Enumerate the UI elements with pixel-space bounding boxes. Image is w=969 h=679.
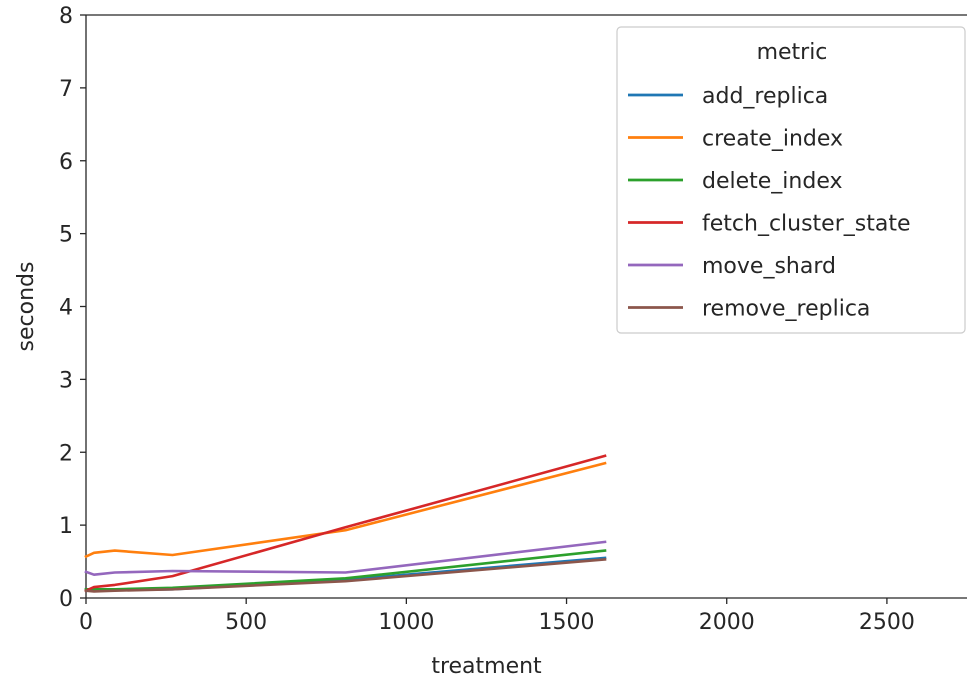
legend-items: add_replica create_index delete_indexfetch…: [628, 84, 911, 322]
y-tick-label: 1: [59, 514, 73, 539]
legend-box: [616, 26, 966, 334]
y-tick-label: 5: [59, 223, 73, 248]
legend-label-create-index: create_index: [702, 127, 843, 152]
x-tick-label: 500: [225, 610, 267, 635]
ticks-layer: 0 500 1000 1500 2000 2500 0 1 2 3 4 5 6 7 8: [59, 4, 915, 635]
y-tick-label: 0: [59, 587, 73, 612]
y-tick-label: 2: [59, 441, 73, 466]
series-line-remove-replica: [84, 557, 607, 593]
legend-label-remove-replica: remove_replica: [702, 297, 870, 322]
series-line-add-replica: [84, 556, 607, 592]
series-line-delete-index: [84, 549, 607, 591]
y-tick-label: 3: [59, 368, 73, 393]
series-layer: [84, 454, 607, 593]
y-axis-label: seconds: [14, 262, 39, 352]
legend: metric add_replica create_index delete_ind…: [616, 26, 966, 334]
x-tick-label: 0: [79, 610, 93, 635]
legend-label-move-shard: move_shard: [702, 254, 836, 279]
x-tick-label: 2500: [859, 610, 915, 635]
y-tick-label: 7: [59, 77, 73, 102]
legend-label-add-replica: add_replica: [702, 84, 828, 109]
series-line-fetch-cluster-state: [84, 454, 607, 593]
legend-label-delete-index: delete_index: [702, 169, 843, 194]
series-line-move-shard: [84, 540, 607, 577]
legend-title: metric: [757, 40, 828, 65]
y-tick-label: 6: [59, 150, 73, 175]
series-line-create-index: [84, 461, 607, 559]
x-tick-label: 1500: [539, 610, 595, 635]
x-axis-label: treatment: [431, 654, 542, 679]
x-tick-label: 1000: [378, 610, 434, 635]
y-tick-label: 4: [59, 296, 73, 321]
legend-label-fetch-cluster-state: fetch_cluster_state: [702, 212, 911, 237]
y-tick-label: 8: [59, 4, 73, 29]
x-tick-label: 2000: [699, 610, 755, 635]
